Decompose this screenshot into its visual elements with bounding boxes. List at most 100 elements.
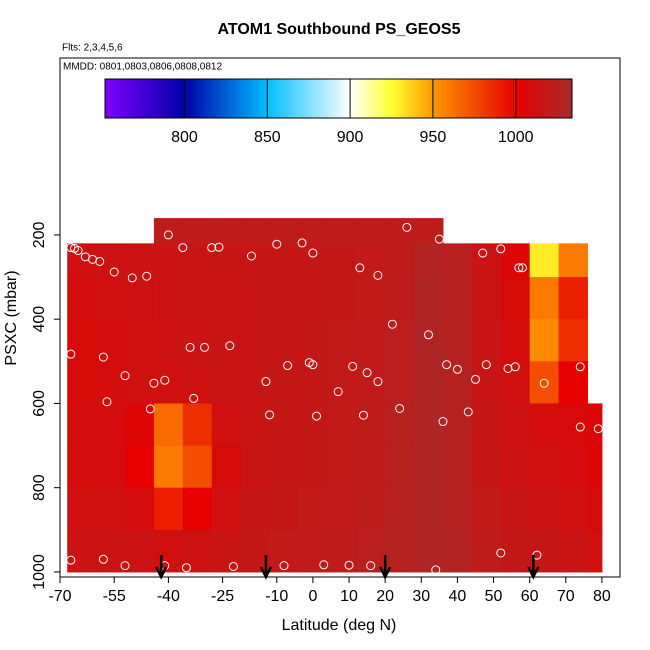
x-tick-label: 50 xyxy=(485,588,503,605)
sample-point xyxy=(308,360,318,370)
sample-point xyxy=(434,234,444,244)
sample-point xyxy=(73,246,83,256)
heat-cell xyxy=(153,361,184,404)
sample-point xyxy=(333,387,343,397)
heat-cell xyxy=(442,445,473,489)
heat-cell xyxy=(414,243,444,278)
heat-cell xyxy=(153,243,184,278)
heat-cell xyxy=(529,445,560,489)
heat-cell xyxy=(356,319,386,362)
sample-point xyxy=(181,563,191,573)
heat-cell xyxy=(471,445,502,489)
heat-cell xyxy=(96,243,126,278)
heat-cell xyxy=(125,445,155,489)
heat-cell xyxy=(500,319,531,362)
sample-point xyxy=(279,561,289,571)
heat-cell xyxy=(558,445,588,489)
sample-point xyxy=(539,378,549,388)
sample-point xyxy=(189,393,199,403)
heat-cell xyxy=(385,319,415,362)
heat-cell xyxy=(558,277,588,320)
heat-cell xyxy=(240,361,271,404)
sample-point xyxy=(228,561,238,571)
heat-cell xyxy=(269,529,299,573)
heat-cell xyxy=(558,319,588,362)
sample-point xyxy=(308,248,318,258)
sample-point xyxy=(283,361,293,371)
heat-cell xyxy=(298,277,328,320)
sample-point xyxy=(344,560,354,570)
sample-point xyxy=(200,342,210,352)
sample-point xyxy=(481,360,491,370)
y-tick-label: 200 xyxy=(31,221,48,248)
heat-cell xyxy=(385,277,415,320)
heat-cell xyxy=(442,361,473,404)
heat-cell xyxy=(211,445,242,489)
heat-cell xyxy=(442,319,473,362)
sample-point xyxy=(424,330,434,340)
heat-cell xyxy=(211,218,242,244)
sample-point xyxy=(120,561,130,571)
heat-cell xyxy=(414,403,444,447)
heat-cell xyxy=(67,403,97,447)
heat-cell xyxy=(96,319,126,362)
heat-cell xyxy=(414,487,444,531)
heat-cell xyxy=(269,487,299,531)
sample-point xyxy=(319,560,329,570)
sample-point xyxy=(503,363,513,373)
heat-cell xyxy=(471,277,502,320)
heat-cell xyxy=(211,529,242,573)
sample-point xyxy=(297,238,307,248)
x-tick-label: -40 xyxy=(157,588,180,605)
heat-cell xyxy=(96,403,126,447)
heat-cell xyxy=(500,243,531,278)
colorbar xyxy=(104,78,573,119)
sample-point xyxy=(66,349,76,359)
sample-point xyxy=(261,377,271,387)
heat-cell xyxy=(240,403,271,447)
heat-cell xyxy=(182,487,213,531)
heat-cell xyxy=(558,361,588,404)
heat-cell xyxy=(327,361,357,404)
y-axis-label: PSXC (mbar) xyxy=(3,270,20,365)
heat-cell xyxy=(500,529,531,573)
sample-point xyxy=(348,361,358,371)
heat-cell xyxy=(67,319,97,362)
sample-point xyxy=(95,256,105,266)
heat-cell xyxy=(558,403,588,447)
x-tick-label: 10 xyxy=(340,588,358,605)
colorbar-tick-label: 850 xyxy=(254,129,281,146)
sample-point xyxy=(431,565,441,575)
heat-cell xyxy=(529,319,560,362)
heat-cell xyxy=(240,218,271,244)
sample-point xyxy=(163,230,173,240)
heat-cell xyxy=(240,243,271,278)
heat-cell xyxy=(529,529,560,573)
heat-cell xyxy=(356,487,386,531)
subtitle: Flts: 2,3,4,5,6 xyxy=(62,43,123,54)
heat-cell xyxy=(587,445,603,489)
heat-cell xyxy=(442,403,473,447)
heat-cell xyxy=(153,403,184,447)
heat-cell xyxy=(211,403,242,447)
heat-cell xyxy=(153,445,184,489)
heat-cell xyxy=(587,403,603,447)
heat-cell xyxy=(471,361,502,404)
heat-cell xyxy=(67,445,97,489)
heat-cell xyxy=(125,243,155,278)
heat-cell xyxy=(529,277,560,320)
heat-cell xyxy=(182,277,213,320)
sample-point xyxy=(214,242,224,252)
sample-point xyxy=(66,555,76,565)
heat-cell xyxy=(529,361,560,404)
heat-cell xyxy=(153,277,184,320)
x-tick-label: -70 xyxy=(48,588,71,605)
colorbar-tick-label: 900 xyxy=(337,129,364,146)
sample-point xyxy=(246,251,256,261)
sample-point xyxy=(373,270,383,280)
sample-point xyxy=(438,417,448,427)
heat-cell xyxy=(153,319,184,362)
heat-cell xyxy=(442,529,473,573)
heat-cell xyxy=(442,243,473,278)
